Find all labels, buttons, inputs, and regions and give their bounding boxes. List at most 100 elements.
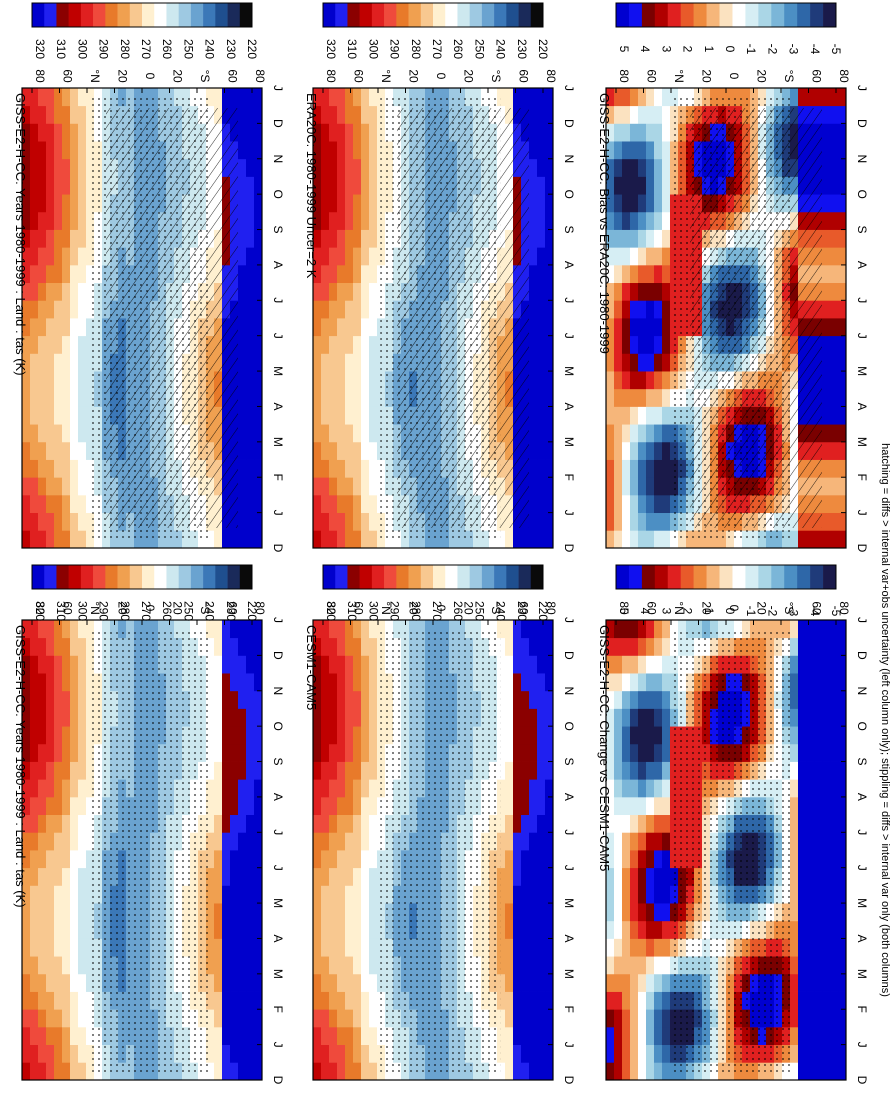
colorbar-label: 290 [388,601,402,621]
heatmap-cell [214,673,223,692]
heatmap-cell [790,690,799,709]
heatmap-cell [321,282,330,301]
heatmap-cell [353,885,362,904]
heatmap-cell [798,796,807,816]
heatmap-cell [313,779,322,798]
heatmap-cell [321,353,330,372]
heatmap-cell [78,903,87,922]
heatmap-cell [254,459,263,478]
heatmap-cell [46,123,55,142]
heatmap-cell [46,477,55,496]
heatmap-cell [70,282,79,301]
heatmap-cell [353,708,362,727]
colorbar-swatch [384,565,397,589]
heatmap-cell [630,424,639,443]
heatmap-cell [238,1026,247,1046]
heatmap-cell [838,388,847,407]
heatmap-cell [238,264,247,284]
latitude-label: 60 [645,69,659,83]
heatmap-cell [321,406,330,425]
heatmap-cell [70,708,79,727]
heatmap-cell [214,743,223,762]
heatmap-cell [521,973,530,992]
month-label: M [271,437,285,447]
heatmap-cell [345,956,354,975]
heatmap-cell [529,88,538,107]
colorbar-label: 0 [723,46,737,53]
heatmap-cell [337,832,346,851]
heatmap-cell [497,726,506,745]
heatmap-cell [622,956,631,975]
heatmap-cell [646,477,655,496]
heatmap-cell [822,318,831,337]
heatmap-cell [353,1026,362,1046]
heatmap-cell [361,530,370,549]
heatmap-cell [246,814,255,833]
heatmap-cell [329,655,338,674]
colorbar-label: 320 [324,39,338,59]
heatmap-cell [329,530,338,549]
heatmap-cell [790,973,799,992]
heatmap-cell [62,371,71,390]
heatmap-cell [238,353,247,372]
heatmap-cell [662,353,671,372]
heatmap-cell [369,761,378,780]
heatmap-cell [630,1044,639,1063]
colorbar-swatch [359,565,373,589]
heatmap-cell [638,885,647,904]
heatmap-cell [22,176,31,195]
colorbar-swatch [335,565,348,589]
heatmap-cell [606,300,615,319]
month-label: A [271,402,285,410]
heatmap-cell [38,388,47,407]
colorbar-swatch [347,3,360,27]
heatmap-cell [62,211,71,230]
heatmap-cell [353,194,362,213]
heatmap-cell [238,1062,247,1081]
heatmap-cell [662,282,671,301]
heatmap-cell [654,903,663,922]
heatmap-cell [222,530,231,549]
heatmap-cell [630,512,639,531]
heatmap-cell [30,867,39,886]
heatmap-cell [54,477,63,496]
heatmap-cell [214,708,223,727]
heatmap-cell [254,1044,263,1063]
heatmap-cell [222,796,231,816]
heatmap-cell [22,743,31,762]
heatmap-cell [30,530,39,549]
heatmap-cell [222,743,231,762]
heatmap-cell [537,494,546,514]
heatmap-cell [22,512,31,531]
heatmap-cell [54,779,63,798]
heatmap-cell [70,655,79,674]
heatmap-cell [38,920,47,939]
heatmap-cell [321,141,330,160]
heatmap-cell [321,708,330,727]
heatmap-cell [614,459,623,478]
heatmap-cell [513,973,522,992]
heatmap-cell [830,424,839,443]
heatmap-cell [646,512,655,531]
heatmap-cell [246,318,255,337]
heatmap-cell [230,1009,239,1028]
heatmap-cell [830,353,839,372]
heatmap-cell [790,761,799,780]
heatmap-cell [38,761,47,780]
heatmap-cell [497,796,506,816]
heatmap-cell [337,424,346,443]
colorbar-swatch [68,3,82,27]
heatmap-cell [46,353,55,372]
latitude-label: 60 [352,601,366,615]
heatmap-cell [54,264,63,284]
colorbar-swatch [654,3,669,27]
heatmap-cell [246,655,255,674]
heatmap-cell [222,885,231,904]
heatmap-cell [369,867,378,886]
heatmap-cell [614,264,623,284]
heatmap-cell [329,743,338,762]
heatmap-cell [545,832,554,851]
heatmap-cell [606,655,615,674]
heatmap-cell [513,903,522,922]
colorbar-frame [31,564,253,590]
